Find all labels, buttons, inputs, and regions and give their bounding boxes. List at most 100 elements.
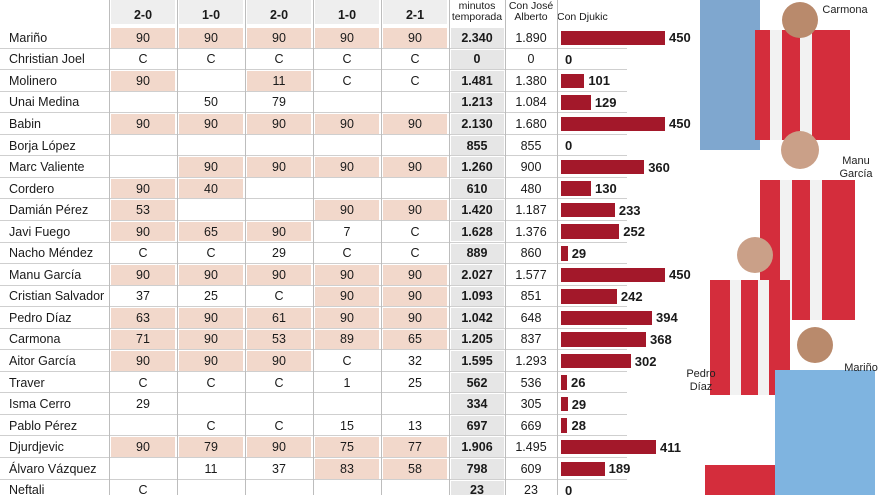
minutes: 90 (408, 116, 422, 131)
shaded-cell (179, 28, 243, 48)
minutes: 53 (272, 332, 286, 347)
column-line (381, 0, 382, 495)
shaded-cell (179, 221, 243, 242)
minutes: 25 (204, 289, 218, 304)
shaded-cell (247, 28, 311, 48)
minutes: C (410, 73, 420, 88)
shaded-cell (111, 265, 175, 285)
djukic-label: 26 (571, 375, 586, 391)
minutes: C (206, 246, 216, 261)
djukic-bar (561, 202, 615, 218)
total-bg (451, 92, 504, 113)
minutes: 90 (272, 30, 286, 45)
ja-minutes: 837 (520, 332, 542, 347)
total-bg (451, 415, 504, 436)
total-bg (451, 394, 504, 414)
minutes: 90 (136, 116, 150, 131)
ja-minutes: 669 (520, 418, 542, 433)
column-line (505, 0, 506, 495)
djukic-bar (561, 116, 665, 132)
player-name: Cristian Salvador (9, 289, 105, 304)
match-result: 2-0 (269, 8, 289, 22)
shaded-cell (179, 437, 243, 457)
player-name: Nacho Méndez (9, 246, 94, 261)
player-name: Pablo Pérez (9, 418, 78, 433)
shaded-cell (315, 329, 379, 350)
minutes: 13 (408, 418, 422, 433)
minutes: 90 (272, 440, 286, 455)
shaded-cell (179, 351, 243, 371)
minutes: 11 (204, 461, 218, 476)
djukic-label: 189 (608, 461, 631, 477)
photo-label: Carmona (822, 4, 868, 16)
minutes: 37 (136, 289, 150, 304)
stripe (770, 30, 782, 140)
total-minutes: 855 (466, 138, 488, 153)
header-total: minutos temporada (451, 0, 503, 23)
djukic-bar (561, 310, 653, 326)
ja-minutes: 1.380 (515, 73, 547, 88)
column-line (109, 0, 110, 495)
djukic-label: 101 (588, 73, 611, 89)
minutes: 90 (136, 181, 150, 196)
shaded-cell (179, 114, 243, 134)
player-name: Traver (9, 375, 45, 390)
player-name: Manu García (9, 267, 82, 282)
djukic-bar (561, 439, 656, 455)
column-line (177, 0, 178, 495)
minutes: 1 (343, 375, 351, 390)
shaded-cell (247, 308, 311, 328)
minutes: 90 (136, 73, 150, 88)
total-minutes: 1.628 (461, 224, 493, 239)
match-result: 1-0 (337, 8, 357, 22)
minutes: 15 (340, 418, 354, 433)
minutes: 90 (136, 267, 150, 282)
total-minutes: 889 (466, 246, 488, 261)
djukic-bar (561, 181, 592, 196)
minutes: 90 (408, 203, 422, 218)
minutes: 90 (340, 267, 354, 282)
djukic-bar (561, 289, 617, 304)
column-line (449, 0, 450, 495)
minutes: C (138, 483, 148, 495)
minutes: 65 (408, 332, 422, 347)
shaded-cell (315, 265, 379, 285)
total-bg (451, 437, 504, 457)
header-djukic: Con Djukic (557, 11, 608, 23)
player-name: Unai Medina (9, 95, 80, 110)
total-minutes: 334 (466, 397, 488, 412)
total-bg (451, 28, 504, 48)
shaded-cell (315, 459, 379, 479)
player-name: Djurdjevic (9, 440, 64, 455)
ja-minutes: 1.495 (515, 440, 547, 455)
ja-minutes: 1.187 (515, 203, 547, 218)
ja-minutes: 0 (527, 52, 535, 67)
match-result: 2-0 (133, 8, 153, 22)
minutes: 90 (408, 160, 422, 175)
player-name: Molinero (9, 73, 57, 88)
total-minutes: 1.906 (461, 440, 493, 455)
total-minutes: 2.027 (461, 267, 493, 282)
djukic-bar (561, 224, 620, 239)
photo-marino (775, 370, 875, 495)
minutes: C (206, 418, 216, 433)
minutes: 90 (136, 30, 150, 45)
minutes: 90 (136, 354, 150, 369)
shaded-cell (383, 329, 447, 350)
total-bg (451, 135, 504, 156)
total-minutes: 1.420 (461, 203, 493, 218)
djukic-bar (561, 353, 631, 369)
total-bg (451, 221, 504, 242)
djukic-label: 28 (571, 418, 586, 434)
head (781, 131, 819, 169)
djukic-label: 0 (565, 482, 573, 495)
photo-label: Manu García (839, 155, 873, 180)
player-name: Neftali (9, 483, 45, 495)
djukic-label: 450 (669, 116, 691, 132)
minutes: 40 (204, 181, 218, 196)
minutes: 90 (204, 332, 218, 347)
minutes: 90 (408, 267, 422, 282)
minutes: 29 (136, 397, 150, 412)
player-name: Carmona (9, 332, 61, 347)
